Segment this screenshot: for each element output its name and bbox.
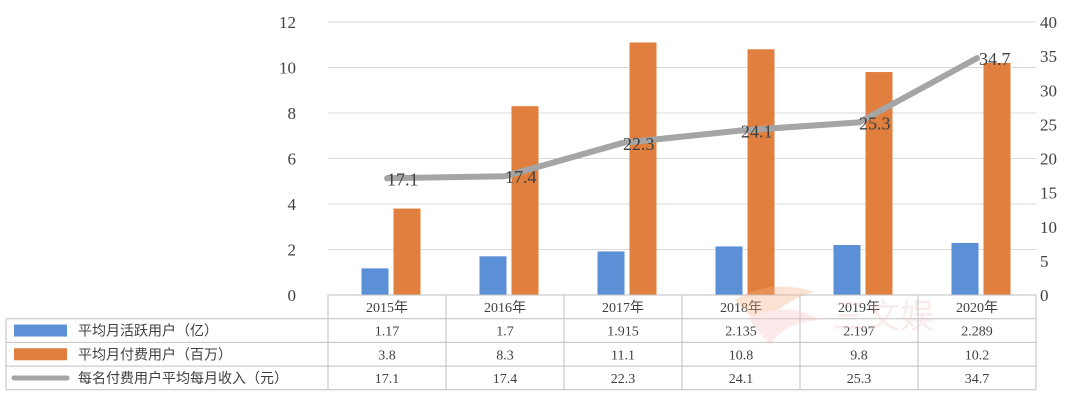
y-right-tick-label: 15 <box>1040 184 1057 203</box>
y-right-tick-label: 10 <box>1040 218 1057 237</box>
bar <box>511 106 539 295</box>
y-right-tick-label: 20 <box>1040 150 1057 169</box>
x-tick-label: 2019年 <box>838 300 880 316</box>
table-cell: 34.7 <box>965 372 990 387</box>
bar <box>393 208 421 295</box>
table-cell: 10.2 <box>965 348 990 363</box>
bar <box>951 242 979 295</box>
bar <box>747 49 775 295</box>
legend-swatch <box>14 324 67 337</box>
legend-label: 平均月付费用户（百万） <box>78 346 232 363</box>
y-left-tick-label: 0 <box>288 286 297 305</box>
y-right-tick-label: 30 <box>1040 81 1057 100</box>
table-cell: 10.8 <box>729 348 754 363</box>
y-left-tick-label: 4 <box>288 195 297 214</box>
legend-label: 每名付费用户平均每月收入（元） <box>78 370 288 387</box>
table-cell: 1.7 <box>496 325 514 340</box>
legend-swatch <box>14 348 67 361</box>
line-path <box>384 55 980 182</box>
table-cell: 25.3 <box>847 372 872 387</box>
watermark-text: 三文娱 <box>832 297 934 337</box>
y-right-tick-label: 5 <box>1040 252 1049 271</box>
bar <box>983 62 1011 296</box>
table-cell: 9.8 <box>850 348 868 363</box>
watermark: 三文娱 <box>735 286 934 345</box>
table-cell: 2.289 <box>961 325 993 340</box>
line-data-label: 24.1 <box>741 122 773 142</box>
line-data-label: 25.3 <box>859 113 891 133</box>
y-left-tick-label: 8 <box>288 104 297 123</box>
line-series: 17.1 17.4 22.3 24.1 25.3 34.7 <box>384 49 1011 189</box>
y-axis-right: 0 5 10 15 20 25 30 35 40 <box>1040 13 1057 305</box>
table-cell: 3.8 <box>378 348 396 363</box>
y-right-tick-label: 35 <box>1040 47 1057 66</box>
y-right-tick-label: 25 <box>1040 115 1057 134</box>
watermark-logo-icon <box>735 286 820 345</box>
gridlines <box>328 21 1036 296</box>
line-data-label: 17.1 <box>387 169 419 189</box>
y-left-tick-label: 2 <box>288 241 297 260</box>
table-cell: 1.17 <box>375 325 400 340</box>
y-left-tick-label: 12 <box>279 13 296 32</box>
data-table: 2015年 2016年 2017年 2018年 2019年 2020年平均月活跃用户（亿）… <box>5 294 1037 391</box>
y-left-tick-label: 10 <box>279 59 296 78</box>
table-cell: 22.3 <box>611 372 636 387</box>
legend-label: 平均月活跃用户（亿） <box>78 323 218 340</box>
y-right-tick-label: 0 <box>1040 286 1049 305</box>
bars <box>361 42 1011 296</box>
x-tick-label: 2018年 <box>720 300 762 316</box>
x-tick-label: 2020年 <box>956 300 998 316</box>
y-left-tick-label: 6 <box>288 150 297 169</box>
table-cell: 17.1 <box>375 372 400 387</box>
bar <box>715 246 743 295</box>
x-tick-label: 2017年 <box>602 300 644 316</box>
table-cell: 1.915 <box>607 325 639 340</box>
line-data-label: 34.7 <box>979 49 1011 69</box>
table-cell: 11.1 <box>611 348 635 363</box>
line-data-label: 22.3 <box>623 134 655 154</box>
bar <box>479 256 507 295</box>
line-data-label: 17.4 <box>505 167 537 187</box>
bar <box>629 42 657 295</box>
table-cell: 17.4 <box>493 372 518 387</box>
bar <box>597 251 625 295</box>
table-cell: 2.135 <box>725 325 757 340</box>
x-tick-label: 2015年 <box>366 300 408 316</box>
y-axis-left: 0 2 4 6 8 10 12 <box>279 13 297 305</box>
y-right-tick-label: 40 <box>1040 13 1057 32</box>
table-cell: 24.1 <box>729 372 754 387</box>
table-cell: 2.197 <box>843 325 875 340</box>
bar <box>361 268 389 295</box>
x-tick-label: 2016年 <box>484 300 526 316</box>
table-cell: 8.3 <box>496 348 514 363</box>
bar <box>833 245 861 295</box>
